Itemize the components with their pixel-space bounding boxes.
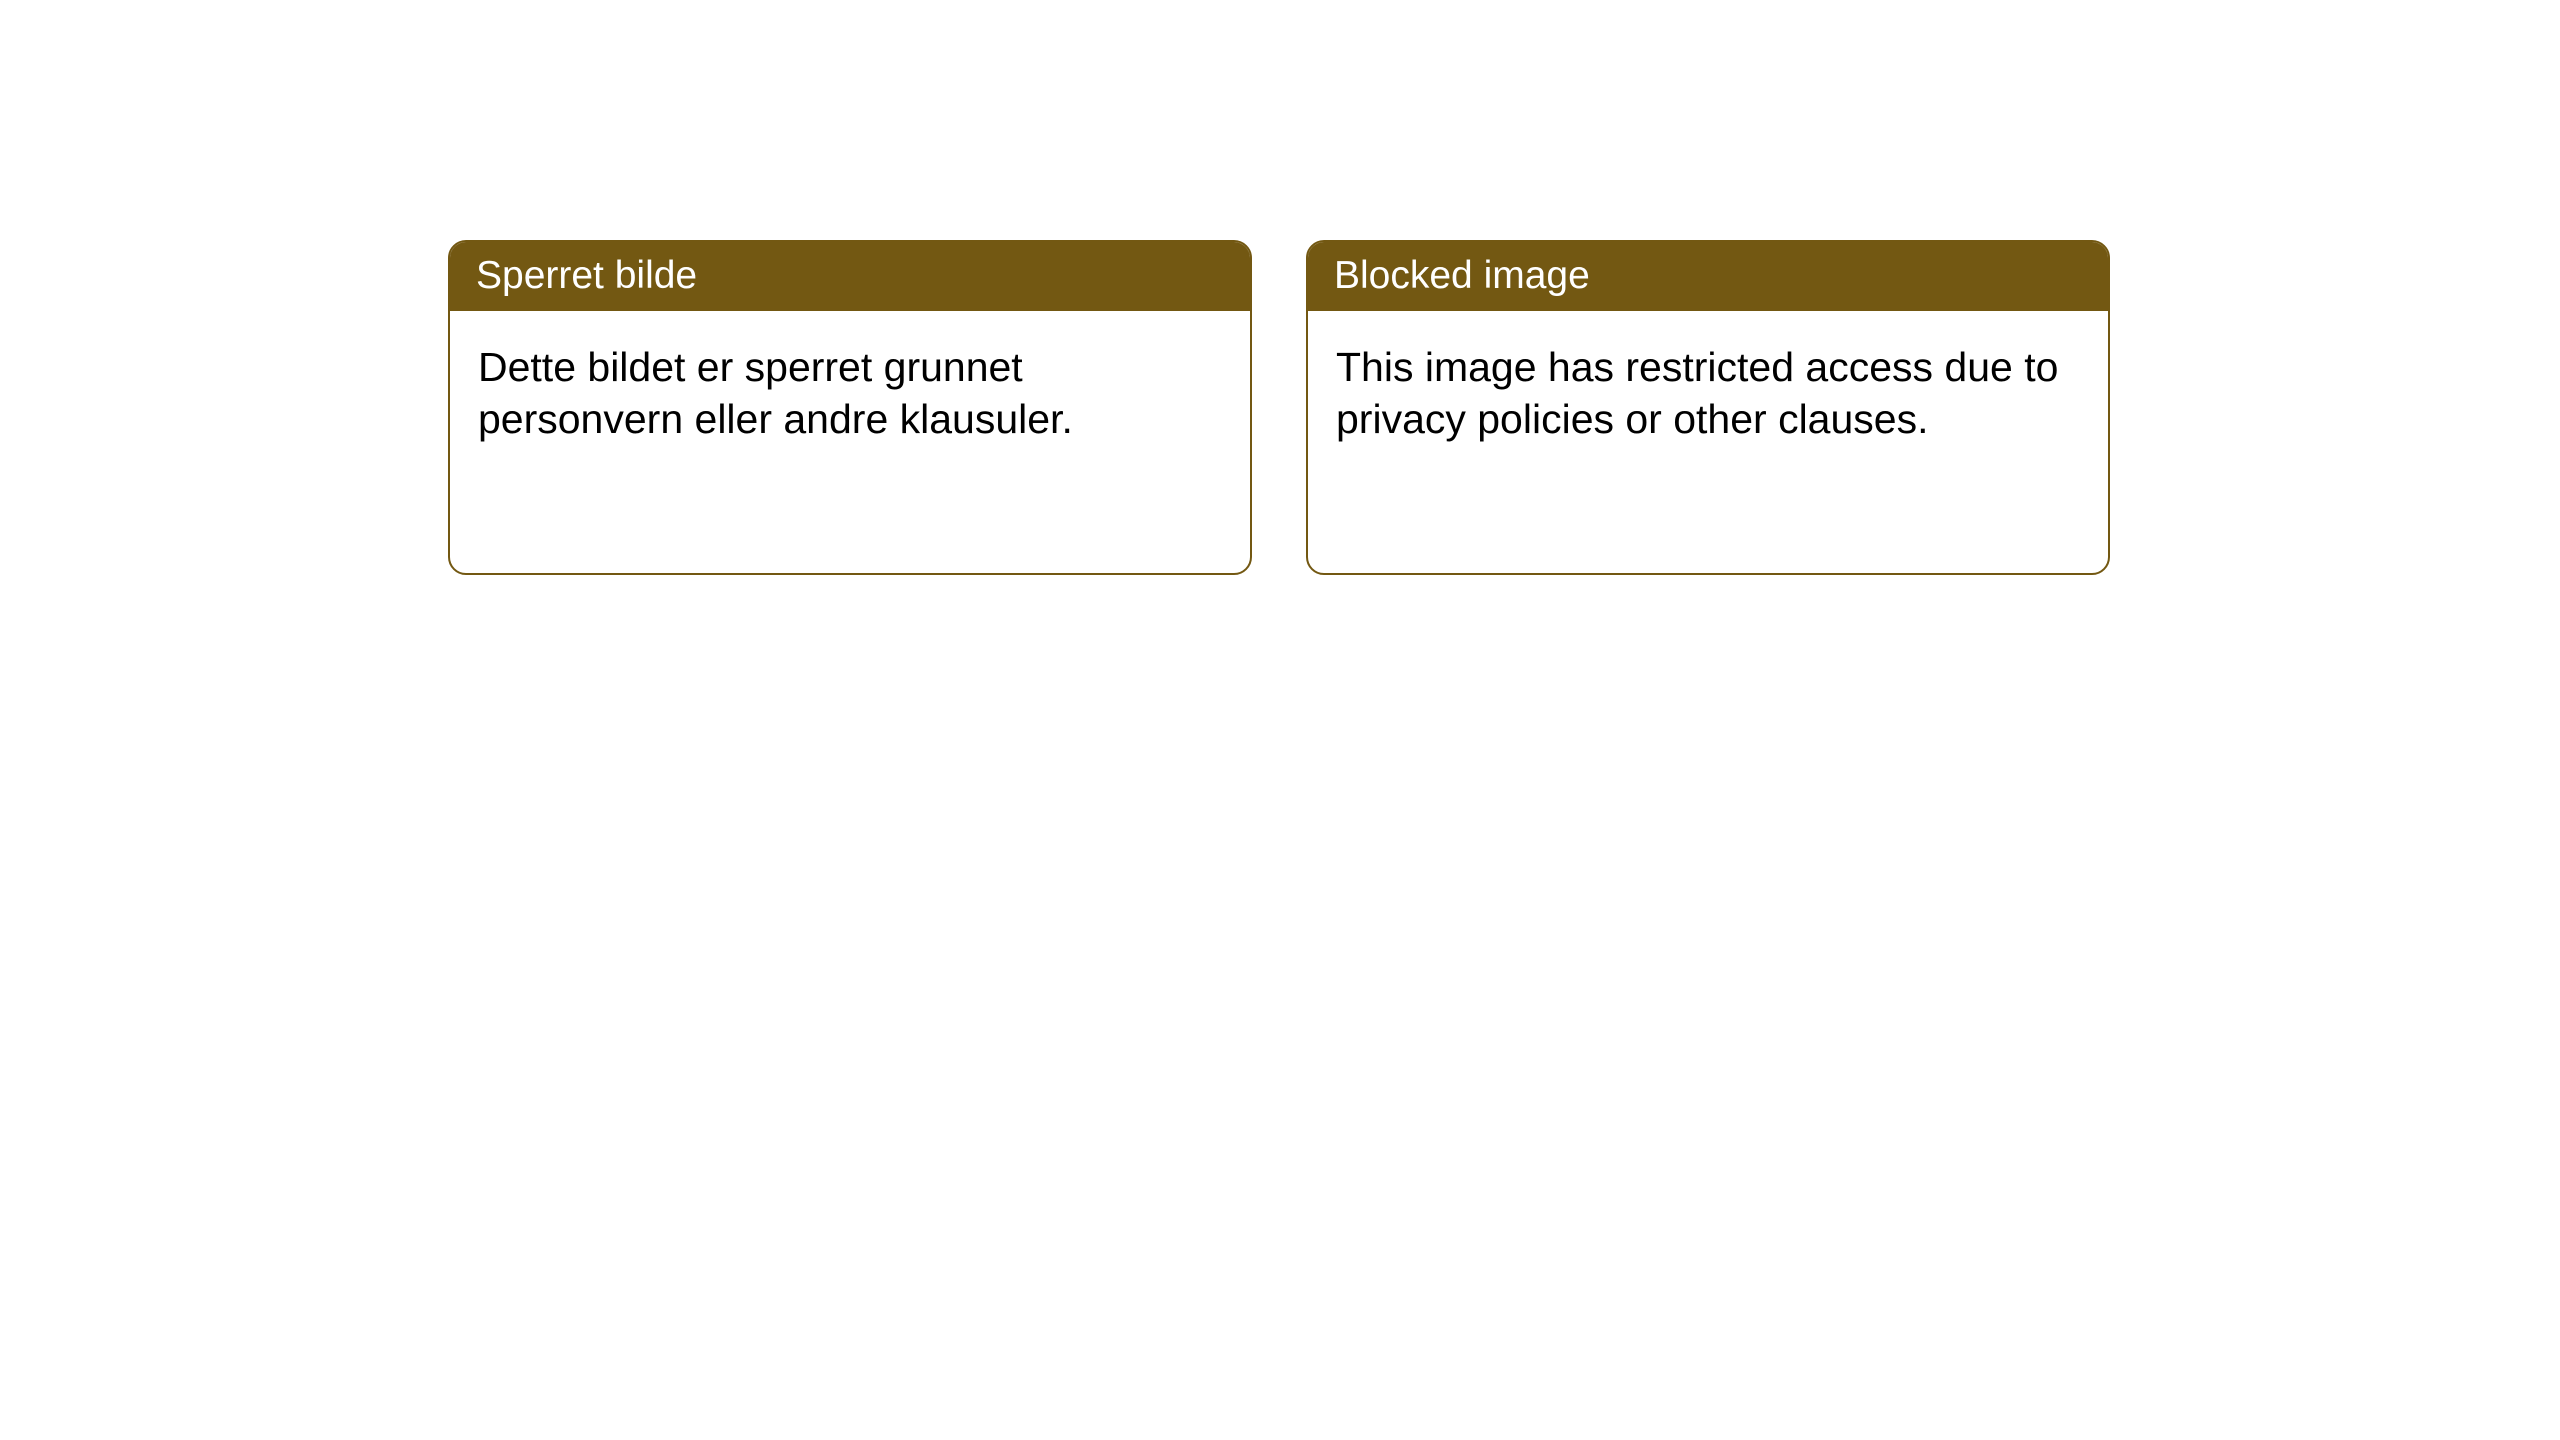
card-header-text: Sperret bilde [476, 254, 697, 297]
card-body-text: This image has restricted access due to … [1336, 344, 2058, 442]
notice-card-norwegian: Sperret bilde Dette bildet er sperret gr… [448, 240, 1252, 575]
card-header: Sperret bilde [450, 242, 1250, 311]
notice-cards-container: Sperret bilde Dette bildet er sperret gr… [448, 240, 2110, 575]
card-header: Blocked image [1308, 242, 2108, 311]
card-body: Dette bildet er sperret grunnet personve… [450, 311, 1250, 476]
card-header-text: Blocked image [1334, 254, 1590, 297]
notice-card-english: Blocked image This image has restricted … [1306, 240, 2110, 575]
card-body-text: Dette bildet er sperret grunnet personve… [478, 344, 1073, 442]
card-body: This image has restricted access due to … [1308, 311, 2108, 476]
